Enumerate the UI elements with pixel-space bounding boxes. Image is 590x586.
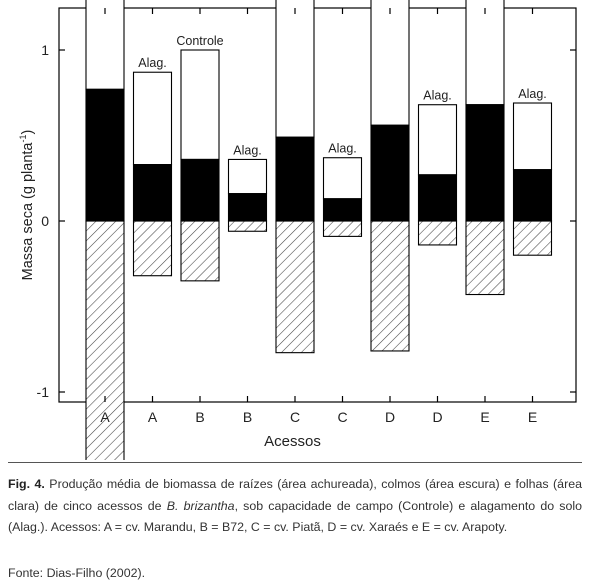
figure-source: Fonte: Dias-Filho (2002). [8,566,146,580]
roots-bar [322,220,363,237]
roots-bar [180,220,220,282]
bar-label: Alag. [423,89,452,103]
stems-bar [85,88,125,222]
caption-divider [8,462,582,463]
roots-bar [512,220,553,256]
roots-bar [227,220,268,232]
caption-species: B. brizantha [166,498,235,513]
y-tick-label: 0 [41,213,49,229]
stems-bar [465,104,505,222]
caption-text-1: Produção média de biomassa de raízes (ár… [8,477,582,513]
leaves-bar [322,157,363,200]
leaves-bar [417,104,458,176]
figure-label: Fig. 4. [8,477,45,491]
stems-bar [512,169,553,222]
roots-bar [132,220,173,277]
stems-bar [275,136,315,222]
leaves-bar [132,71,173,166]
stems-bar [322,198,363,222]
y-axis-label-superscript: -1 [18,135,28,143]
leaves-bar [275,0,315,138]
caption-text-2: , sob capacidade de campo (Controle) e a… [8,498,582,535]
roots-bar [370,220,410,352]
leaves-bar [465,0,505,106]
y-axis-label-end: ) [20,130,36,135]
x-tick-label: A [148,409,158,425]
roots-bar [417,220,458,246]
x-tick-label: D [432,409,442,425]
y-axis: 210-12 [37,42,576,400]
x-tick-label: B [243,409,252,425]
roots-bar [465,220,505,296]
leaves-bar [180,49,220,160]
bar-label: Controle [176,34,223,48]
x-axis-label: Acessos [264,433,321,450]
biomass-chart: ControleAlag.ControleAlag.ControleAlag.C… [18,0,577,460]
x-tick-label: E [480,409,489,425]
bar-label: Alag. [518,87,547,101]
x-tick-label: B [195,409,204,425]
y-tick-label: 1 [41,42,49,58]
x-tick-label: D [385,409,395,425]
stems-bar [180,158,220,222]
leaves-bar [512,102,553,171]
bar-label: Alag. [233,143,262,157]
y-axis-label-main: Massa seca (g planta [20,142,36,281]
y-axis-label: Massa seca (g planta-1) [18,130,36,281]
stems-bar [132,164,173,222]
y-tick-label: -1 [37,384,50,400]
stems-bar [227,193,268,222]
x-tick-label: E [528,409,537,425]
x-tick-label: C [290,409,300,425]
x-tick-label: A [100,409,110,425]
roots-bar [275,220,315,354]
stems-bar [417,174,458,222]
figure-caption: Fig. 4. Produção média de biomassa de ra… [8,474,582,539]
leaves-bar [227,158,268,195]
x-tick-label: C [337,409,347,425]
bar-label: Alag. [328,142,357,156]
stems-bar [370,124,410,222]
plot-frame [58,7,577,403]
bar-label: Alag. [138,56,167,70]
chart-marks: ControleAlag.ControleAlag.ControleAlag.C… [85,0,553,460]
leaves-bar [370,0,410,126]
